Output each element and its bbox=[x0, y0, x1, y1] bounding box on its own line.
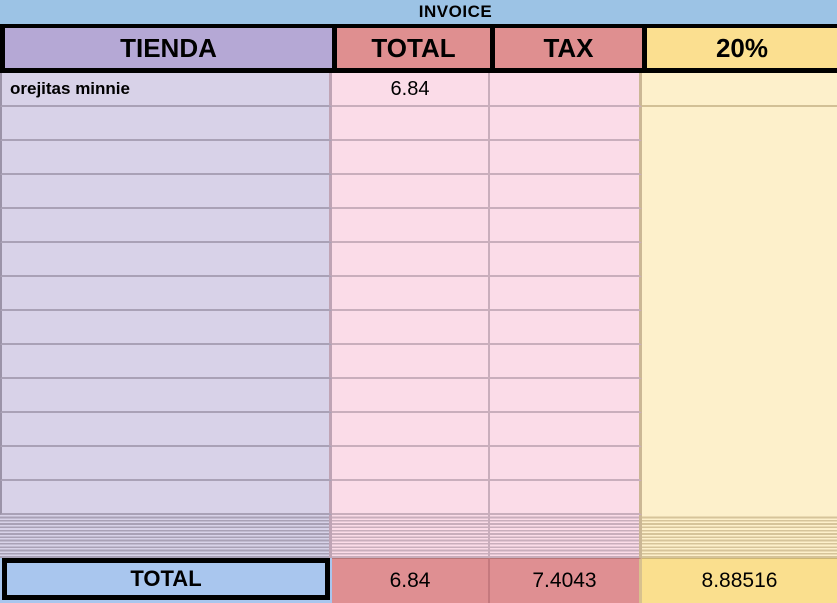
table-body: orejitas minnie 6.84 bbox=[0, 73, 837, 515]
table-header-row: TIENDA TOTAL TAX 20% bbox=[0, 24, 837, 73]
footer-20pct-value[interactable]: 8.88516 bbox=[642, 558, 837, 603]
column-header-total[interactable]: TOTAL bbox=[332, 28, 490, 68]
cell-tax-row12[interactable] bbox=[490, 447, 642, 481]
cell-tax-row10[interactable] bbox=[490, 379, 642, 413]
collapsed-rows-20pct bbox=[642, 515, 837, 558]
cell-total-row3[interactable] bbox=[332, 141, 490, 175]
cell-total-row13[interactable] bbox=[332, 481, 490, 515]
invoice-title: INVOICE bbox=[418, 2, 493, 21]
cell-tax-row4[interactable] bbox=[490, 175, 642, 209]
footer-total-value[interactable]: 6.84 bbox=[332, 558, 490, 603]
cell-total-row6[interactable] bbox=[332, 243, 490, 277]
cell-total-row1[interactable]: 6.84 bbox=[332, 73, 490, 107]
cell-tienda-row1[interactable]: orejitas minnie bbox=[0, 73, 332, 107]
cell-tienda-row2[interactable] bbox=[0, 107, 332, 141]
cell-total-row11[interactable] bbox=[332, 413, 490, 447]
collapsed-rows-total bbox=[332, 515, 490, 558]
cell-tax-row11[interactable] bbox=[490, 413, 642, 447]
cell-tax-row5[interactable] bbox=[490, 209, 642, 243]
cell-tienda-row7[interactable] bbox=[0, 277, 332, 311]
cell-tax-row2[interactable] bbox=[490, 107, 642, 141]
cell-tienda-row9[interactable] bbox=[0, 345, 332, 379]
cell-20pct-row1[interactable] bbox=[642, 73, 837, 107]
cell-tax-row13[interactable] bbox=[490, 481, 642, 515]
cell-tax-row7[interactable] bbox=[490, 277, 642, 311]
cell-tax-row6[interactable] bbox=[490, 243, 642, 277]
column-header-20pct[interactable]: 20% bbox=[642, 28, 837, 68]
collapsed-rows-band bbox=[0, 515, 837, 558]
column-header-tax[interactable]: TAX bbox=[490, 28, 642, 68]
cell-total-row12[interactable] bbox=[332, 447, 490, 481]
cell-total-row4[interactable] bbox=[332, 175, 490, 209]
cell-tienda-row6[interactable] bbox=[0, 243, 332, 277]
cell-total-row10[interactable] bbox=[332, 379, 490, 413]
merged-20pct-cells[interactable] bbox=[642, 107, 837, 515]
cell-total-row2[interactable] bbox=[332, 107, 490, 141]
cell-total-row7[interactable] bbox=[332, 277, 490, 311]
cell-tienda-row10[interactable] bbox=[0, 379, 332, 413]
cell-tax-row8[interactable] bbox=[490, 311, 642, 345]
cell-tienda-row4[interactable] bbox=[0, 175, 332, 209]
cell-tienda-row13[interactable] bbox=[0, 481, 332, 515]
cell-total-row5[interactable] bbox=[332, 209, 490, 243]
collapsed-rows-tienda bbox=[0, 515, 332, 558]
cell-tienda-row12[interactable] bbox=[0, 447, 332, 481]
column-total: 6.84 bbox=[332, 73, 490, 515]
column-tienda: orejitas minnie bbox=[0, 73, 332, 515]
collapsed-rows-tax bbox=[490, 515, 642, 558]
cell-tienda-row5[interactable] bbox=[0, 209, 332, 243]
cell-tienda-row8[interactable] bbox=[0, 311, 332, 345]
cell-tax-row9[interactable] bbox=[490, 345, 642, 379]
cell-tienda-row11[interactable] bbox=[0, 413, 332, 447]
column-tax bbox=[490, 73, 642, 515]
cell-tax-row3[interactable] bbox=[490, 141, 642, 175]
column-header-tienda[interactable]: TIENDA bbox=[0, 28, 332, 68]
cell-tax-row1[interactable] bbox=[490, 73, 642, 107]
footer-tax-value[interactable]: 7.4043 bbox=[490, 558, 642, 603]
table-footer-row: TOTAL 6.84 7.4043 8.88516 bbox=[0, 558, 837, 603]
cell-tienda-row3[interactable] bbox=[0, 141, 332, 175]
cell-total-row9[interactable] bbox=[332, 345, 490, 379]
footer-total-label[interactable]: TOTAL bbox=[2, 558, 330, 600]
column-20pct bbox=[642, 73, 837, 515]
invoice-title-bar: INVOICE bbox=[0, 0, 837, 24]
cell-total-row8[interactable] bbox=[332, 311, 490, 345]
footer-label-cell-wrap: TOTAL bbox=[0, 558, 332, 603]
